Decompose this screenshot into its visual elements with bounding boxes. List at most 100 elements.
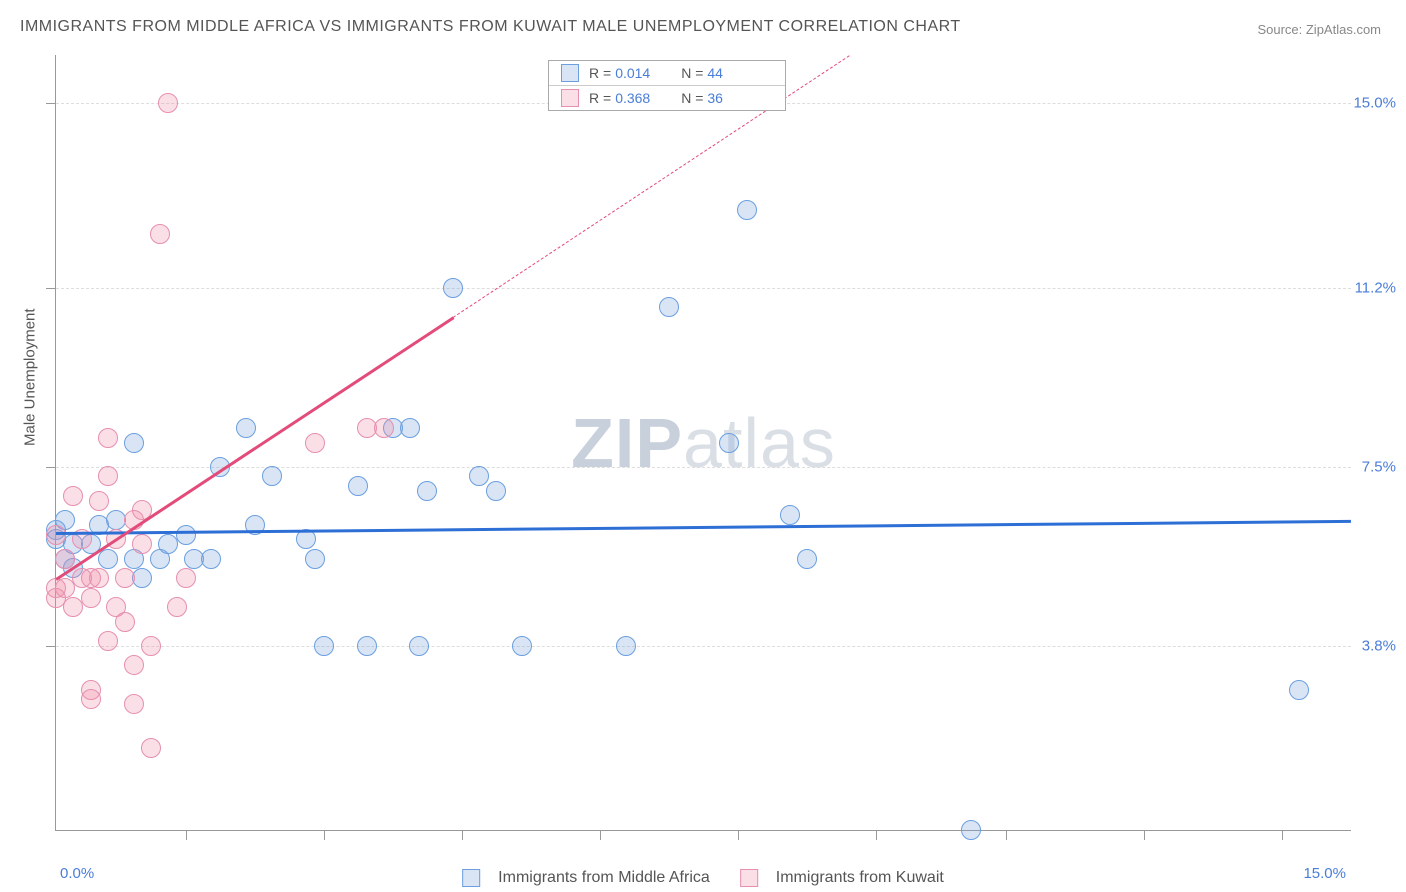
- scatter-marker: [486, 481, 506, 501]
- x-tick: [186, 830, 187, 840]
- legend-N-value: 36: [707, 90, 755, 106]
- x-tick-min: 0.0%: [60, 865, 94, 882]
- scatter-marker: [98, 466, 118, 486]
- legend-R-value: 0.014: [615, 65, 663, 81]
- scatter-marker: [63, 486, 83, 506]
- legend-swatch: [561, 64, 579, 82]
- x-tick-max: 15.0%: [1303, 865, 1346, 882]
- scatter-marker: [262, 466, 282, 486]
- x-tick: [1006, 830, 1007, 840]
- scatter-marker: [305, 549, 325, 569]
- x-tick: [600, 830, 601, 840]
- legend-R-label: R =: [589, 90, 611, 106]
- bottom-legend-label: Immigrants from Kuwait: [776, 869, 944, 887]
- scatter-marker: [46, 525, 66, 545]
- legend-N-label: N =: [681, 90, 703, 106]
- scatter-marker: [659, 297, 679, 317]
- regression-line: [55, 317, 453, 581]
- y-tick: [46, 288, 56, 289]
- scatter-marker: [512, 636, 532, 656]
- scatter-marker: [141, 636, 161, 656]
- legend-R-value: 0.368: [615, 90, 663, 106]
- y-tick: [46, 646, 56, 647]
- scatter-marker: [124, 694, 144, 714]
- scatter-marker: [98, 428, 118, 448]
- scatter-marker: [961, 820, 981, 840]
- watermark-rest: atlas: [683, 404, 836, 482]
- y-tick-label: 7.5%: [1362, 458, 1396, 475]
- scatter-marker: [98, 549, 118, 569]
- scatter-marker: [167, 597, 187, 617]
- scatter-marker: [150, 224, 170, 244]
- y-tick-label: 15.0%: [1353, 95, 1396, 112]
- scatter-marker: [124, 433, 144, 453]
- scatter-marker: [780, 505, 800, 525]
- scatter-marker: [469, 466, 489, 486]
- x-tick: [462, 830, 463, 840]
- scatter-marker: [374, 418, 394, 438]
- scatter-marker: [55, 549, 75, 569]
- scatter-marker: [89, 568, 109, 588]
- watermark: ZIPatlas: [571, 403, 836, 483]
- bottom-legend-item: Immigrants from Kuwait: [740, 869, 944, 887]
- scatter-marker: [409, 636, 429, 656]
- scatter-marker: [201, 549, 221, 569]
- scatter-marker: [176, 525, 196, 545]
- bottom-legend: Immigrants from Middle Africa Immigrants …: [462, 869, 944, 887]
- bottom-legend-item: Immigrants from Middle Africa: [462, 869, 710, 887]
- scatter-marker: [89, 491, 109, 511]
- scatter-marker: [236, 418, 256, 438]
- watermark-bold: ZIP: [571, 404, 683, 482]
- scatter-marker: [81, 689, 101, 709]
- y-tick-label: 11.2%: [1355, 279, 1396, 296]
- legend-swatch: [740, 869, 758, 887]
- scatter-marker: [132, 534, 152, 554]
- gridline: [56, 646, 1351, 647]
- gridline: [56, 288, 1351, 289]
- scatter-marker: [305, 433, 325, 453]
- scatter-marker: [443, 278, 463, 298]
- bottom-legend-label: Immigrants from Middle Africa: [498, 869, 710, 887]
- scatter-marker: [400, 418, 420, 438]
- legend-swatch: [561, 89, 579, 107]
- y-tick-label: 3.8%: [1362, 637, 1396, 654]
- scatter-marker: [115, 568, 135, 588]
- legend-swatch: [462, 869, 480, 887]
- y-tick: [46, 467, 56, 468]
- scatter-marker: [737, 200, 757, 220]
- scatter-marker: [314, 636, 334, 656]
- scatter-marker: [124, 655, 144, 675]
- y-tick: [46, 103, 56, 104]
- scatter-marker: [141, 738, 161, 758]
- scatter-marker: [616, 636, 636, 656]
- scatter-marker: [158, 93, 178, 113]
- legend-N-label: N =: [681, 65, 703, 81]
- chart-title: IMMIGRANTS FROM MIDDLE AFRICA VS IMMIGRA…: [20, 18, 961, 36]
- scatter-marker: [296, 529, 316, 549]
- scatter-marker: [98, 631, 118, 651]
- scatter-marker: [719, 433, 739, 453]
- x-tick: [324, 830, 325, 840]
- x-tick: [1144, 830, 1145, 840]
- scatter-marker: [176, 568, 196, 588]
- legend-N-value: 44: [707, 65, 755, 81]
- scatter-marker: [132, 568, 152, 588]
- scatter-marker: [348, 476, 368, 496]
- x-tick: [876, 830, 877, 840]
- scatter-marker: [115, 612, 135, 632]
- source-label: Source: ZipAtlas.com: [1257, 22, 1381, 37]
- stat-legend-row: R =0.014 N =44: [549, 61, 785, 85]
- scatter-marker: [357, 636, 377, 656]
- gridline: [56, 467, 1351, 468]
- scatter-marker: [797, 549, 817, 569]
- legend-R-label: R =: [589, 65, 611, 81]
- scatter-marker: [81, 588, 101, 608]
- scatter-marker: [1289, 680, 1309, 700]
- x-tick: [1282, 830, 1283, 840]
- plot-area: ZIPatlas: [55, 55, 1351, 831]
- stat-legend: R =0.014 N =44 R =0.368 N =36: [548, 60, 786, 111]
- x-tick: [738, 830, 739, 840]
- scatter-marker: [417, 481, 437, 501]
- y-axis-label: Male Unemployment: [22, 308, 39, 446]
- stat-legend-row: R =0.368 N =36: [549, 85, 785, 110]
